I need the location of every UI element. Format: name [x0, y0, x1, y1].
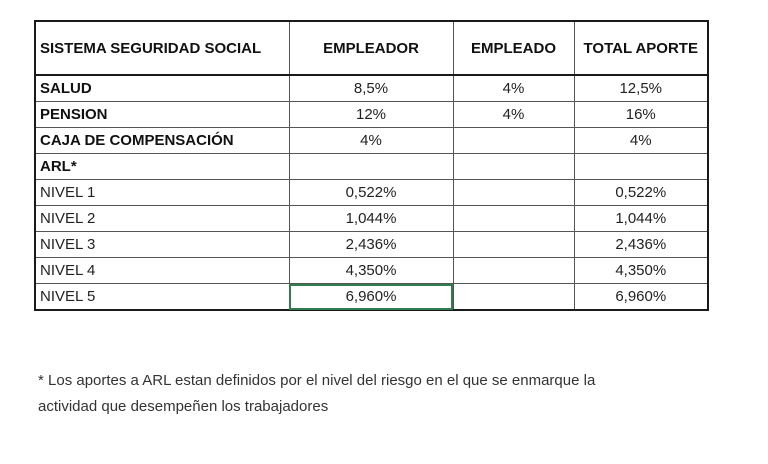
- cell-empleador[interactable]: 1,044%: [288, 205, 454, 232]
- header-row: SISTEMA SEGURIDAD SOCIAL EMPLEADOR EMPLE…: [34, 20, 709, 76]
- cell-empleador[interactable]: [288, 153, 454, 180]
- arl-footnote: * Los aportes a ARL estan definidos por …: [38, 368, 728, 420]
- cell-empleador[interactable]: 8,5%: [288, 74, 454, 102]
- row-label[interactable]: NIVEL 2: [34, 205, 290, 232]
- table-row-nivel-5: NIVEL 5 6,960% 6,960%: [34, 283, 709, 311]
- cell-empleador[interactable]: 2,436%: [288, 231, 454, 258]
- cell-empleado[interactable]: [452, 257, 575, 284]
- cell-total[interactable]: 1,044%: [573, 205, 709, 232]
- header-total-aporte[interactable]: TOTAL APORTE: [573, 20, 709, 76]
- table-row-caja: CAJA DE COMPENSACIÓN 4% 4%: [34, 127, 709, 154]
- table-row-arl: ARL*: [34, 153, 709, 180]
- cell-total[interactable]: [573, 153, 709, 180]
- cell-empleado[interactable]: [452, 127, 575, 154]
- cell-empleado[interactable]: [452, 231, 575, 258]
- row-label[interactable]: NIVEL 4: [34, 257, 290, 284]
- header-empleador[interactable]: EMPLEADOR: [288, 20, 454, 76]
- cell-empleador[interactable]: 0,522%: [288, 179, 454, 206]
- row-label[interactable]: PENSION: [34, 101, 290, 128]
- table-row-nivel-2: NIVEL 2 1,044% 1,044%: [34, 205, 709, 232]
- cell-empleador[interactable]: 4%: [288, 127, 454, 154]
- table-row-nivel-3: NIVEL 3 2,436% 2,436%: [34, 231, 709, 258]
- cell-empleado[interactable]: [452, 153, 575, 180]
- cell-value: 6,960%: [345, 288, 397, 305]
- row-label[interactable]: SALUD: [34, 74, 290, 102]
- cell-empleador[interactable]: 12%: [288, 101, 454, 128]
- cell-empleado[interactable]: [452, 283, 575, 311]
- fill-handle[interactable]: [450, 307, 452, 310]
- row-label[interactable]: CAJA DE COMPENSACIÓN: [34, 127, 290, 154]
- cell-empleado[interactable]: 4%: [452, 101, 575, 128]
- cell-total[interactable]: 4,350%: [573, 257, 709, 284]
- cell-empleador-selected[interactable]: 6,960%: [288, 283, 454, 311]
- header-sistema[interactable]: SISTEMA SEGURIDAD SOCIAL: [34, 20, 290, 76]
- table-row-salud: SALUD 8,5% 4% 12,5%: [34, 74, 709, 102]
- cell-empleado[interactable]: [452, 179, 575, 206]
- cell-total[interactable]: 2,436%: [573, 231, 709, 258]
- table-row-nivel-4: NIVEL 4 4,350% 4,350%: [34, 257, 709, 284]
- row-label[interactable]: ARL*: [34, 153, 290, 180]
- cell-total[interactable]: 6,960%: [573, 283, 709, 311]
- social-security-table: SISTEMA SEGURIDAD SOCIAL EMPLEADOR EMPLE…: [34, 20, 709, 311]
- cell-empleado[interactable]: [452, 205, 575, 232]
- table-row-nivel-1: NIVEL 1 0,522% 0,522%: [34, 179, 709, 206]
- cell-total[interactable]: 16%: [573, 101, 709, 128]
- footnote-line-2: actividad que desempeñen los trabajadore…: [38, 398, 329, 415]
- cell-empleador[interactable]: 4,350%: [288, 257, 454, 284]
- cell-total[interactable]: 0,522%: [573, 179, 709, 206]
- row-label[interactable]: NIVEL 1: [34, 179, 290, 206]
- cell-total[interactable]: 12,5%: [573, 74, 709, 102]
- row-label[interactable]: NIVEL 5: [34, 283, 290, 311]
- footnote-line-1: * Los aportes a ARL estan definidos por …: [38, 372, 596, 389]
- row-label[interactable]: NIVEL 3: [34, 231, 290, 258]
- cell-empleado[interactable]: 4%: [452, 74, 575, 102]
- table-row-pension: PENSION 12% 4% 16%: [34, 101, 709, 128]
- cell-total[interactable]: 4%: [573, 127, 709, 154]
- header-empleado[interactable]: EMPLEADO: [452, 20, 575, 76]
